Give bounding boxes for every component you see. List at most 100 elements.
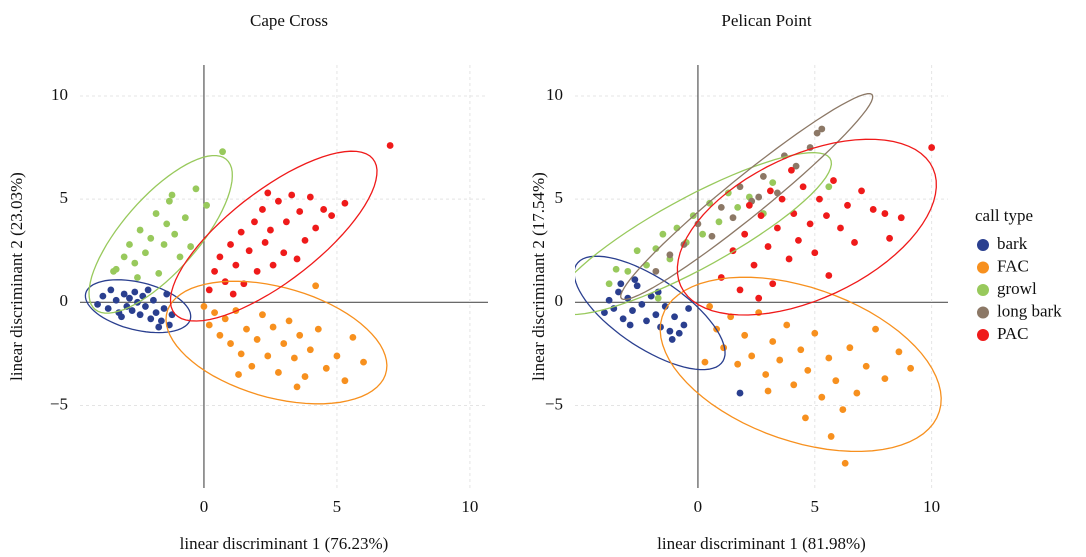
- point: [360, 358, 367, 366]
- point: [790, 381, 798, 389]
- panel-title: Cape Cross: [250, 11, 328, 30]
- point: [825, 354, 833, 362]
- point: [778, 195, 786, 203]
- point: [264, 189, 272, 197]
- point: [745, 201, 753, 209]
- point: [296, 208, 304, 215]
- point: [776, 356, 784, 364]
- y-axis-label: linear discriminant 2 (17.54%): [529, 172, 548, 381]
- confidence-ellipse: [88, 154, 233, 314]
- point: [142, 303, 149, 310]
- point: [322, 364, 330, 372]
- point: [187, 243, 195, 250]
- point: [724, 189, 732, 197]
- point: [846, 344, 854, 352]
- point: [841, 459, 849, 467]
- point: [243, 325, 250, 333]
- point: [237, 350, 245, 358]
- point: [229, 290, 237, 298]
- x-tick-label: 10: [461, 497, 478, 516]
- point: [280, 249, 288, 257]
- point: [99, 292, 107, 300]
- point: [118, 313, 125, 321]
- point: [285, 317, 293, 325]
- point: [830, 177, 837, 184]
- point: [221, 315, 229, 323]
- point: [872, 325, 879, 333]
- point: [296, 331, 304, 339]
- point: [706, 303, 714, 310]
- point: [897, 214, 905, 222]
- point: [267, 226, 274, 234]
- point: [282, 218, 290, 226]
- point: [741, 230, 749, 238]
- point: [624, 267, 632, 275]
- point: [659, 230, 667, 238]
- legend-label: bark: [997, 234, 1028, 253]
- y-tick-label: 5: [555, 188, 564, 207]
- confidence-ellipse: [676, 138, 937, 316]
- legend-swatch: [977, 261, 989, 274]
- point: [757, 212, 765, 220]
- point: [264, 352, 272, 360]
- point: [769, 338, 777, 345]
- point: [253, 267, 261, 275]
- point: [290, 354, 298, 362]
- legend-label: PAC: [997, 324, 1029, 343]
- point: [633, 282, 641, 290]
- point: [248, 362, 256, 370]
- point: [211, 267, 218, 275]
- point: [341, 377, 349, 385]
- point: [280, 340, 288, 347]
- point: [615, 288, 622, 296]
- point: [631, 276, 639, 283]
- point: [668, 336, 676, 343]
- point: [734, 203, 742, 211]
- point: [259, 206, 266, 213]
- point: [293, 255, 301, 263]
- point: [269, 261, 277, 269]
- point: [816, 195, 823, 203]
- legend-swatch: [977, 306, 989, 319]
- point: [626, 321, 634, 329]
- point: [766, 187, 774, 195]
- point: [804, 366, 812, 374]
- point: [715, 218, 723, 226]
- point: [245, 247, 253, 255]
- point: [799, 183, 807, 191]
- x-tick-label: 0: [200, 497, 209, 516]
- point: [755, 193, 763, 201]
- point: [699, 230, 707, 238]
- point: [155, 270, 163, 277]
- point: [839, 406, 847, 413]
- legend-swatch: [977, 239, 989, 251]
- point: [806, 220, 814, 228]
- point: [306, 193, 314, 201]
- confidence-ellipse: [659, 276, 942, 453]
- x-tick-label: 10: [923, 497, 940, 516]
- point: [862, 362, 870, 370]
- point: [907, 364, 915, 372]
- confidence-ellipse: [165, 280, 388, 405]
- point: [147, 315, 155, 323]
- legend-label: FAC: [997, 256, 1029, 275]
- point: [301, 236, 309, 244]
- point: [764, 387, 772, 395]
- point: [120, 253, 128, 261]
- point: [205, 286, 213, 294]
- point: [762, 371, 770, 378]
- point: [107, 286, 115, 294]
- point: [136, 311, 144, 319]
- point: [827, 433, 835, 440]
- point: [131, 288, 139, 296]
- plot-area: [575, 93, 942, 467]
- point: [144, 286, 152, 294]
- point: [773, 224, 781, 232]
- point: [131, 259, 139, 267]
- x-tick-label: 5: [333, 497, 342, 516]
- point: [792, 162, 800, 170]
- point: [219, 148, 226, 156]
- point: [654, 294, 662, 302]
- point: [128, 307, 136, 314]
- point: [844, 201, 851, 209]
